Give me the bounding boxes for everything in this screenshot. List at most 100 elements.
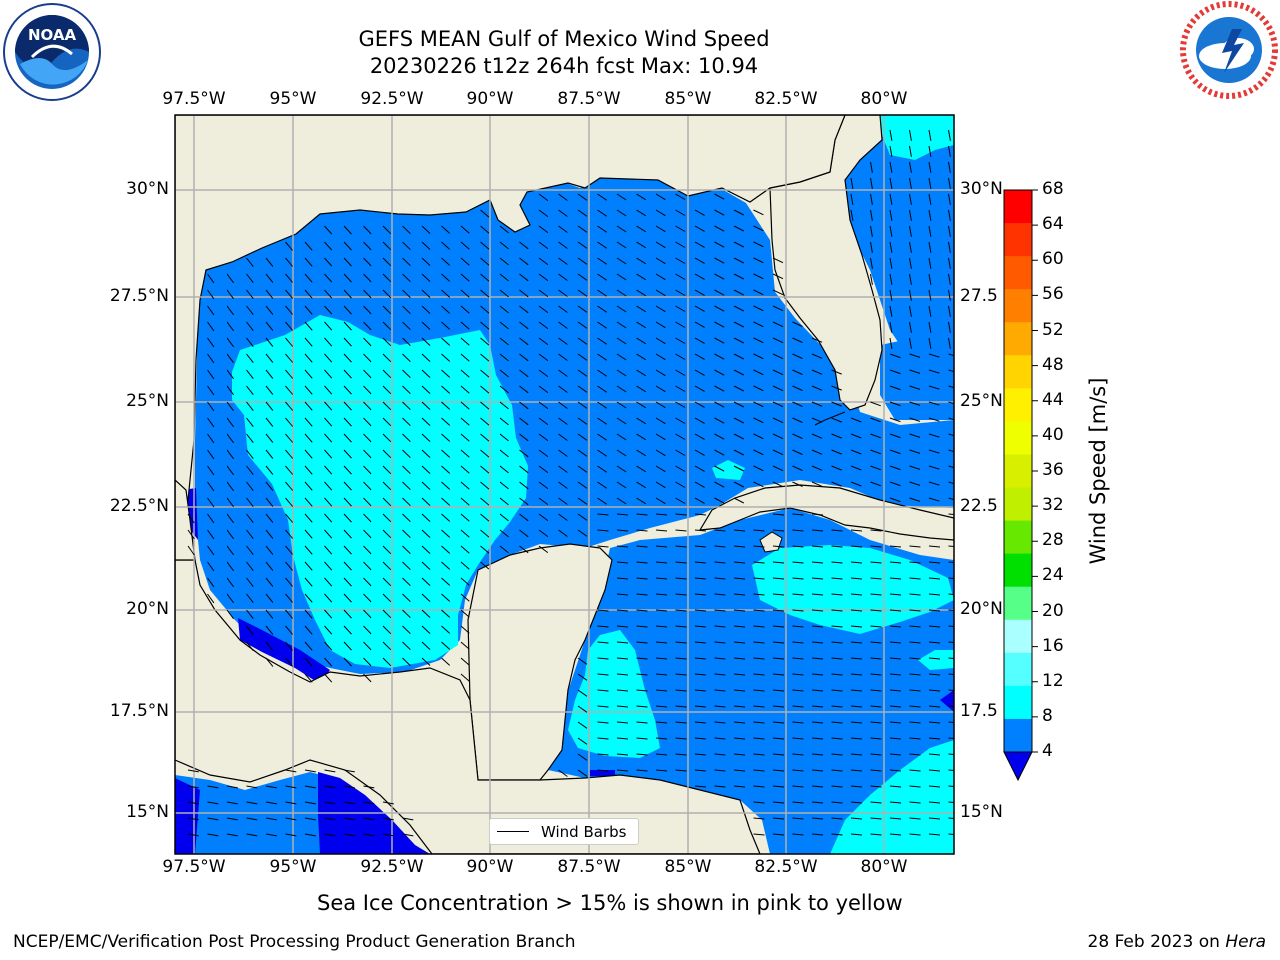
- wind-barb-1181: [733, 785, 746, 788]
- wind-barb-1077: [850, 705, 863, 708]
- wind-barb-315: [928, 337, 932, 349]
- wind-barb-514: [402, 433, 411, 443]
- wind-barb-1094: [792, 721, 804, 724]
- wind-barb-799: [246, 561, 254, 572]
- wind-barb-1163: [850, 769, 863, 772]
- wind-barb-764: [285, 545, 293, 555]
- wind-barb-235: [655, 305, 666, 313]
- wind-barb-788: [792, 545, 804, 548]
- wind-barb-822: [811, 561, 824, 564]
- wind-barb-6: [928, 145, 932, 157]
- wind-barb-530: [714, 433, 725, 440]
- wind-barb-1198: [285, 801, 297, 805]
- wind-barb-104: [753, 241, 764, 248]
- wind-barb-306: [694, 337, 705, 344]
- wind-barb-576: [850, 449, 862, 455]
- wind-barb-1089: [694, 721, 707, 724]
- wind-barb-1132: [753, 753, 765, 756]
- wind-barb-152: [382, 273, 392, 283]
- wind-barb-995: [402, 657, 411, 667]
- wind-barb-62: [499, 225, 509, 234]
- wind-barb-717: [675, 513, 687, 516]
- wind-barb-478: [460, 417, 470, 426]
- wind-barb-1052: [753, 689, 765, 692]
- wind-barb-781: [655, 545, 668, 548]
- wind-barb-903: [402, 609, 411, 619]
- wind-barb-34: [480, 209, 490, 218]
- wind-barb-939: [616, 625, 629, 628]
- wind-barb-875: [460, 593, 470, 602]
- wind-barb-805: [363, 561, 372, 571]
- yucatan-wind-8-12: [568, 630, 660, 758]
- wind-barb-29: [870, 193, 873, 205]
- wind-barb-540: [909, 433, 921, 438]
- date-text: 28 Feb 2023 on Hera: [1088, 932, 1266, 952]
- wind-barb-1091: [733, 721, 746, 724]
- wind-barb-922: [889, 609, 902, 612]
- wind-barb-438: [421, 401, 431, 410]
- wind-barb-732: [363, 529, 372, 539]
- wind-barb-673: [460, 497, 470, 506]
- small-wind-8-12: [712, 460, 745, 480]
- wind-barb-294: [460, 337, 470, 346]
- wind-barb-1046: [636, 689, 648, 692]
- wind-barb-372: [577, 369, 588, 377]
- wind-barb-566: [655, 449, 666, 457]
- wind-barb-145: [246, 273, 254, 284]
- colorbar-segment-11: [1004, 553, 1032, 588]
- wind-barb-72: [714, 225, 725, 232]
- wind-barb-735: [421, 529, 431, 538]
- wind-barb-756: [831, 529, 843, 532]
- wind-barb-155: [441, 273, 451, 282]
- wind-barb-271: [694, 321, 705, 328]
- wind-barb-1142: [948, 753, 954, 756]
- wind-barb-495: [792, 417, 803, 423]
- wind-barb-179: [226, 289, 235, 300]
- wind-barb-258: [441, 321, 451, 330]
- wind-barb-1028: [675, 673, 687, 676]
- wind-barb-531: [733, 433, 745, 440]
- wind-barb-335: [558, 353, 568, 361]
- wind-barb-843: [460, 577, 470, 586]
- wind-barb-613: [811, 465, 823, 471]
- colorbar-label: Wind Speed [m/s]: [1086, 377, 1110, 565]
- wind-barb-81: [304, 241, 313, 251]
- colorbar-tick-5: 48: [1042, 354, 1064, 375]
- wind-barb-666: [324, 497, 333, 507]
- wind-barb-1213: [928, 801, 941, 804]
- wind-barb-1147: [343, 769, 355, 773]
- wind-barb-290: [382, 337, 392, 347]
- wind-barb-67: [616, 225, 627, 233]
- wind-barb-487: [636, 417, 647, 425]
- wind-barb-991: [324, 657, 333, 667]
- wind-barb-752: [753, 529, 765, 532]
- wind-barb-1221: [304, 817, 316, 821]
- wind-barb-841: [421, 577, 431, 586]
- wind-barb-236: [675, 305, 686, 312]
- lat-label-left-3: 22.5°N: [109, 496, 169, 516]
- wind-barb-449: [636, 401, 647, 409]
- wind-barb-1210: [870, 801, 882, 804]
- wind-barb-686: [714, 497, 725, 504]
- wind-barb-1182: [753, 785, 765, 788]
- wind-barb-945: [733, 625, 746, 628]
- wind-barb-332: [499, 353, 509, 362]
- wind-barb-712: [577, 513, 588, 521]
- wind-barb-182: [285, 289, 293, 299]
- wind-barb-492: [733, 417, 745, 424]
- wind-barb-359: [324, 369, 333, 379]
- wind-barb-402: [441, 385, 451, 394]
- wind-barb-518: [480, 433, 490, 442]
- wind-barb-855: [831, 577, 843, 580]
- wind-barb-1135: [811, 753, 824, 756]
- wind-barb-812: [616, 561, 629, 564]
- wind-barb-1234: [889, 817, 902, 820]
- wind-barb-1137: [850, 753, 863, 756]
- wind-barb-700: [343, 513, 352, 523]
- wind-barb-965: [402, 641, 411, 651]
- wind-barb-595: [460, 465, 470, 474]
- wind-barb-1259: [928, 833, 941, 836]
- wind-barb-16: [909, 177, 912, 189]
- wind-barb-729: [304, 529, 313, 539]
- wind-barb-953: [889, 625, 902, 628]
